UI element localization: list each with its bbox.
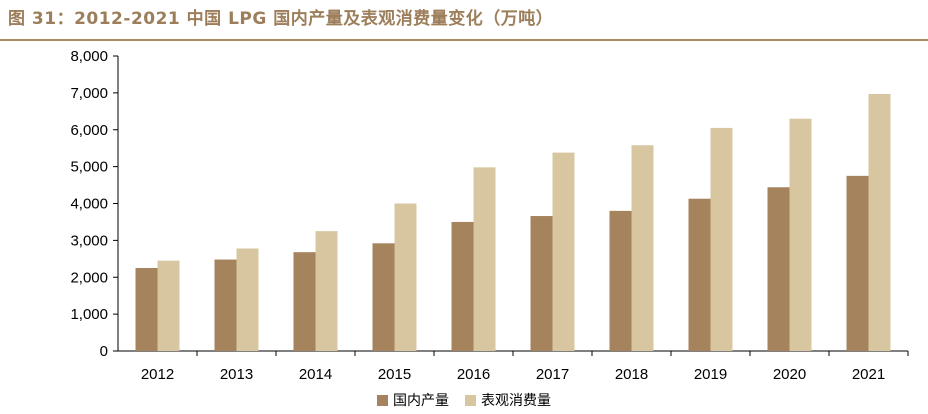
y-tick-label: 1,000 [70, 306, 108, 323]
bar-consumption-2014 [315, 231, 338, 351]
bar-production-2017 [530, 216, 553, 351]
chart-legend: 国内产量 表观消费量 [0, 390, 928, 410]
y-tick-label: 7,000 [70, 85, 108, 102]
legend-item-consumption: 表观消费量 [465, 390, 551, 410]
bar-consumption-2020 [789, 118, 812, 351]
bar-production-2014 [293, 252, 316, 351]
legend-label-production: 国内产量 [393, 393, 449, 409]
bar-consumption-2017 [552, 152, 575, 351]
bar-consumption-2013 [236, 248, 259, 351]
y-tick-label: 0 [100, 343, 108, 360]
x-tick-label: 2016 [457, 366, 490, 383]
bar-production-2012 [135, 268, 158, 351]
title-divider [0, 39, 928, 41]
bar-production-2015 [372, 243, 395, 351]
legend-item-production: 国内产量 [377, 390, 449, 410]
legend-label-consumption: 表观消费量 [481, 393, 551, 409]
bar-production-2019 [688, 198, 711, 351]
y-tick-label: 8,000 [70, 48, 108, 65]
x-tick-label: 2014 [299, 366, 332, 383]
bar-production-2021 [846, 175, 869, 351]
x-tick-label: 2015 [378, 366, 411, 383]
bar-consumption-2012 [157, 260, 180, 351]
bar-production-2020 [767, 187, 790, 351]
y-tick-label: 3,000 [70, 232, 108, 249]
bar-production-2018 [609, 210, 632, 351]
bar-consumption-2015 [394, 203, 417, 351]
bar-consumption-2019 [710, 127, 733, 351]
legend-swatch-consumption [465, 394, 476, 406]
x-axis-labels: 2012 2013 2014 2015 2016 2017 2018 2019 2020 2021 [141, 366, 885, 383]
x-tick-label: 2020 [773, 366, 806, 383]
y-tick-label: 6,000 [70, 122, 108, 139]
x-tick-label: 2012 [141, 366, 174, 383]
chart-bars [135, 93, 891, 351]
x-tick-label: 2017 [536, 366, 569, 383]
y-axis-labels: 0 1,000 2,000 3,000 4,000 5,000 6,000 7,000 8,00… [70, 48, 108, 360]
chart-title: 图 31：2012-2021 中国 LPG 国内产量及表观消费量变化（万吨） [8, 9, 554, 29]
y-tick-label: 2,000 [70, 269, 108, 286]
x-tick-label: 2013 [220, 366, 253, 383]
bar-production-2016 [451, 221, 474, 351]
bar-production-2013 [214, 259, 237, 351]
legend-swatch-production [377, 394, 388, 406]
x-tick-label: 2021 [852, 366, 885, 383]
x-tick-label: 2019 [694, 366, 727, 383]
x-tick-label: 2018 [615, 366, 648, 383]
bar-consumption-2018 [631, 145, 654, 351]
bar-consumption-2016 [473, 167, 496, 351]
y-tick-label: 5,000 [70, 159, 108, 176]
y-tick-label: 4,000 [70, 196, 108, 213]
bar-consumption-2021 [868, 93, 891, 351]
